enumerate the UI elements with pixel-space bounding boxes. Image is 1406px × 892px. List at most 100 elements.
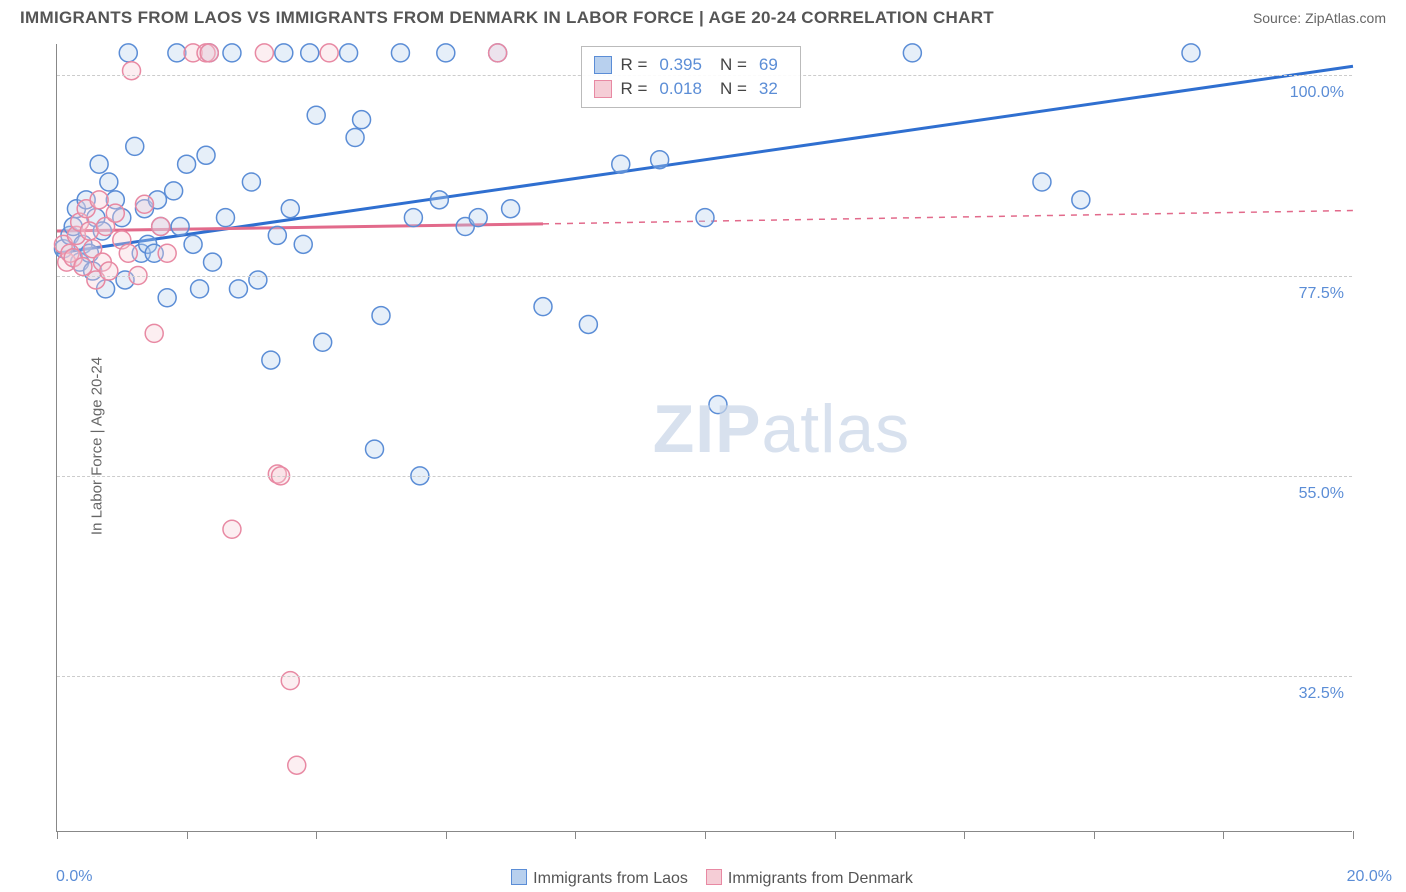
r-value: 0.395 <box>659 55 702 75</box>
legend-swatch <box>594 56 612 74</box>
data-point <box>229 280 247 298</box>
data-point <box>437 44 455 62</box>
data-point <box>200 44 218 62</box>
x-tick <box>705 831 706 839</box>
y-tick-label: 55.0% <box>1299 485 1344 503</box>
data-point <box>534 298 552 316</box>
legend-swatch <box>511 869 527 885</box>
data-point <box>168 44 186 62</box>
data-point <box>314 333 332 351</box>
data-point <box>391 44 409 62</box>
r-value: 0.018 <box>659 79 702 99</box>
r-label: R = <box>620 55 647 75</box>
data-point <box>123 62 141 80</box>
data-point <box>430 191 448 209</box>
legend-bottom: Immigrants from Laos Immigrants from Denm… <box>0 869 1406 888</box>
data-point <box>216 209 234 227</box>
x-tick <box>964 831 965 839</box>
gridline <box>57 676 1352 677</box>
data-point <box>165 182 183 200</box>
data-point <box>100 262 118 280</box>
data-point <box>288 756 306 774</box>
x-tick <box>446 831 447 839</box>
legend-stats-box: R = 0.395 N = 69 R = 0.018 N = 32 <box>581 46 800 108</box>
data-point <box>696 209 714 227</box>
x-tick <box>316 831 317 839</box>
scatter-svg <box>57 44 1352 831</box>
data-point <box>242 173 260 191</box>
data-point <box>171 218 189 236</box>
data-point <box>275 44 293 62</box>
legend-stats-row: R = 0.018 N = 32 <box>594 77 787 101</box>
gridline <box>57 476 1352 477</box>
data-point <box>145 324 163 342</box>
data-point <box>281 200 299 218</box>
data-point <box>651 151 669 169</box>
n-value: 32 <box>759 79 778 99</box>
data-point <box>903 44 921 62</box>
x-tick <box>1353 831 1354 839</box>
data-point <box>1072 191 1090 209</box>
data-point <box>346 128 364 146</box>
data-point <box>178 155 196 173</box>
data-point <box>294 235 312 253</box>
data-point <box>502 200 520 218</box>
data-point <box>191 280 209 298</box>
data-point <box>204 253 222 271</box>
data-point <box>320 44 338 62</box>
data-point <box>158 244 176 262</box>
data-point <box>1182 44 1200 62</box>
gridline <box>57 276 1352 277</box>
data-point <box>340 44 358 62</box>
x-tick <box>835 831 836 839</box>
data-point <box>262 351 280 369</box>
data-point <box>281 672 299 690</box>
r-label: R = <box>620 79 647 99</box>
chart-plot-area: ZIPatlas 32.5%55.0%77.5%100.0%R =0.395N … <box>56 44 1352 832</box>
data-point <box>469 209 487 227</box>
n-label: N = <box>720 79 747 99</box>
x-tick <box>57 831 58 839</box>
data-point <box>612 155 630 173</box>
x-tick <box>1094 831 1095 839</box>
data-point <box>489 44 507 62</box>
data-point <box>372 307 390 325</box>
data-point <box>366 440 384 458</box>
chart-title: IMMIGRANTS FROM LAOS VS IMMIGRANTS FROM … <box>20 8 994 28</box>
x-tick <box>187 831 188 839</box>
x-tick <box>1223 831 1224 839</box>
data-point <box>106 204 124 222</box>
data-point <box>119 244 137 262</box>
data-point <box>135 195 153 213</box>
y-tick-label: 100.0% <box>1290 84 1344 102</box>
data-point <box>184 235 202 253</box>
n-value: 69 <box>759 55 778 75</box>
legend-label: Immigrants from Laos <box>533 870 688 887</box>
n-label: N = <box>720 55 747 75</box>
data-point <box>90 191 108 209</box>
data-point <box>223 520 241 538</box>
data-point <box>249 271 267 289</box>
data-point <box>709 396 727 414</box>
data-point <box>126 137 144 155</box>
data-point <box>100 173 118 191</box>
data-point <box>158 289 176 307</box>
data-point <box>90 155 108 173</box>
trend-line-dash <box>543 211 1353 224</box>
legend-label: Immigrants from Denmark <box>728 870 913 887</box>
data-point <box>404 209 422 227</box>
data-point <box>579 315 597 333</box>
data-point <box>255 44 273 62</box>
x-tick <box>575 831 576 839</box>
data-point <box>197 146 215 164</box>
data-point <box>307 106 325 124</box>
data-point <box>119 44 137 62</box>
y-tick-label: 77.5% <box>1299 285 1344 303</box>
data-point <box>301 44 319 62</box>
data-point <box>223 44 241 62</box>
data-point <box>80 222 98 240</box>
legend-stats-row: R = 0.395 N = 69 <box>594 53 787 77</box>
chart-source: Source: ZipAtlas.com <box>1253 10 1386 26</box>
legend-swatch <box>594 80 612 98</box>
data-point <box>353 111 371 129</box>
